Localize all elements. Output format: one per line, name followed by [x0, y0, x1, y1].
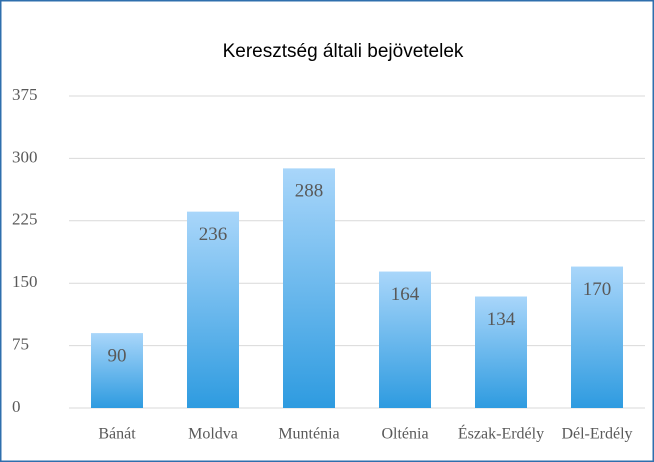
- bar: [379, 271, 431, 408]
- x-tick-label: Dél-Erdély: [561, 426, 632, 443]
- data-label: 164: [391, 284, 420, 305]
- x-tick-label: Munténia: [278, 426, 339, 443]
- data-label: 288: [295, 181, 324, 202]
- y-tick-label: 0: [12, 397, 21, 416]
- bar: [475, 296, 527, 408]
- y-tick-label: 225: [12, 210, 38, 229]
- y-tick-label: 300: [12, 147, 38, 166]
- x-tick-label: Moldva: [188, 426, 238, 443]
- y-tick-label: 75: [12, 335, 29, 354]
- data-label: 170: [583, 279, 612, 300]
- x-tick-label: Bánát: [98, 426, 136, 443]
- data-label: 134: [487, 309, 516, 330]
- bar: [283, 168, 335, 408]
- bar: [91, 333, 143, 408]
- chart-title: Keresztség általi bejövetelek: [223, 41, 464, 62]
- bar: [571, 266, 623, 408]
- x-tick-label: Olténia: [381, 426, 428, 443]
- x-tick-label: Észak-Erdély: [458, 424, 544, 443]
- data-label: 236: [199, 224, 228, 245]
- y-tick-label: 150: [12, 272, 38, 291]
- y-tick-label: 375: [12, 85, 38, 104]
- bar: [187, 211, 239, 408]
- data-label: 90: [108, 345, 127, 366]
